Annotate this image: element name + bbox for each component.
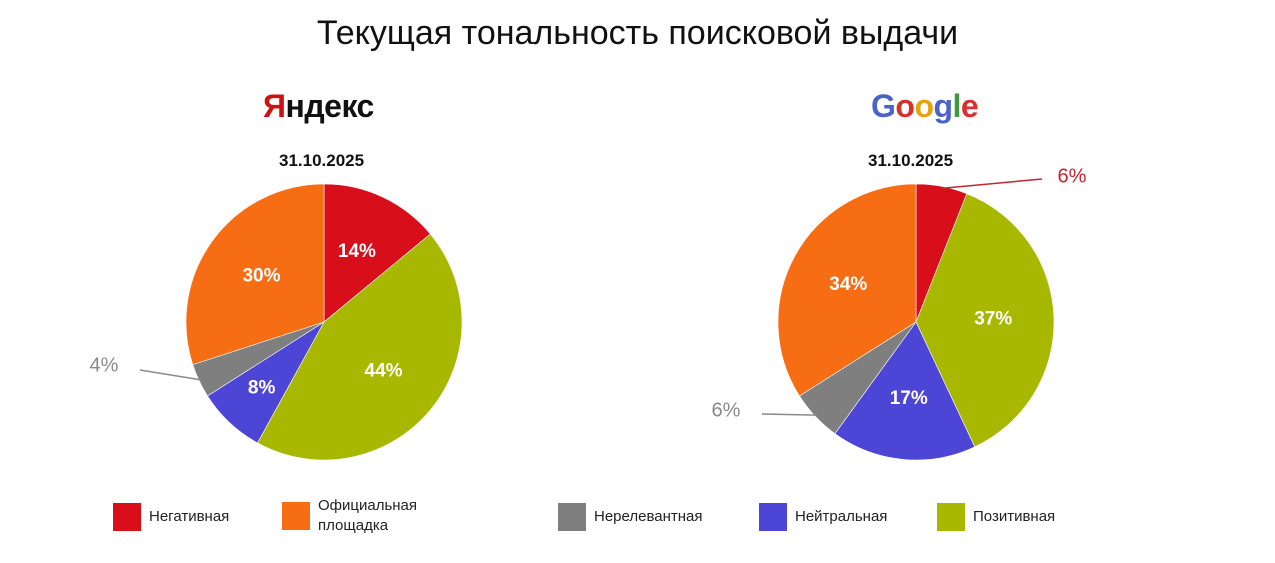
legend-swatch-positive (937, 503, 965, 531)
yandex-logo: Яндекс (263, 88, 374, 125)
google-slice-label-outside: 6% (712, 399, 741, 421)
google-slice-label-outside: 6% (1058, 165, 1087, 187)
yandex-pie-slice (257, 233, 463, 461)
yandex-pie-slice (323, 183, 431, 323)
yandex-slice-label: 14% (338, 241, 376, 262)
google-logo-letter: g (933, 88, 953, 124)
google-logo: Google (871, 88, 979, 125)
google-logo-letter: o (914, 88, 934, 124)
google-logo-letter: l (952, 88, 962, 124)
yandex-chart-date: 31.10.2025 (279, 151, 365, 170)
legend-item-neutral: Нейтральная (759, 503, 887, 531)
google-logo-letter: o (895, 88, 915, 124)
legend-label-official: Официальная площадка (318, 497, 418, 534)
legend-swatch-neutral (759, 503, 787, 531)
yandex-slice-label: 30% (242, 266, 280, 287)
legend-item-negative: Негативная (113, 503, 229, 531)
google-leader-line (761, 413, 817, 416)
google-slice-label: 37% (974, 309, 1012, 330)
google-logo-letter: e (960, 88, 979, 124)
yandex-slice-label: 8% (248, 377, 276, 398)
yandex-slice-label-outside: 4% (90, 354, 119, 376)
legend-label-negative: Негативная (149, 508, 230, 525)
legend-item-irrelevant: Нерелевантная (558, 503, 703, 531)
legend-label-positive: Позитивная (973, 508, 1056, 525)
yandex-slice-label: 44% (365, 360, 403, 381)
google-pie-slice (915, 193, 1055, 448)
legend-swatch-official (282, 502, 310, 530)
page-title: Текущая тональность поисковой выдачи (316, 14, 959, 52)
google-slice-label: 34% (829, 274, 867, 295)
yandex-logo-letter: ндекс (285, 88, 375, 124)
google-chart-date: 31.10.2025 (868, 151, 954, 170)
google-logo-letter: G (871, 88, 896, 124)
yandex-logo-letter: Я (263, 88, 286, 124)
google-pie-slice (834, 321, 976, 461)
legend-label-irrelevant: Нерелевантная (594, 508, 703, 525)
google-leader-line (941, 178, 1043, 190)
yandex-pie-slice (185, 183, 325, 366)
legend-item-positive: Позитивная (937, 503, 1055, 531)
google-pie-slice (777, 183, 917, 397)
yandex-leader-line (139, 369, 202, 381)
legend-label-neutral: Нейтральная (795, 508, 888, 525)
legend-item-official: Официальная площадка (282, 496, 458, 536)
legend-swatch-irrelevant (558, 503, 586, 531)
google-slice-label: 17% (890, 388, 928, 409)
legend-swatch-negative (113, 503, 141, 531)
